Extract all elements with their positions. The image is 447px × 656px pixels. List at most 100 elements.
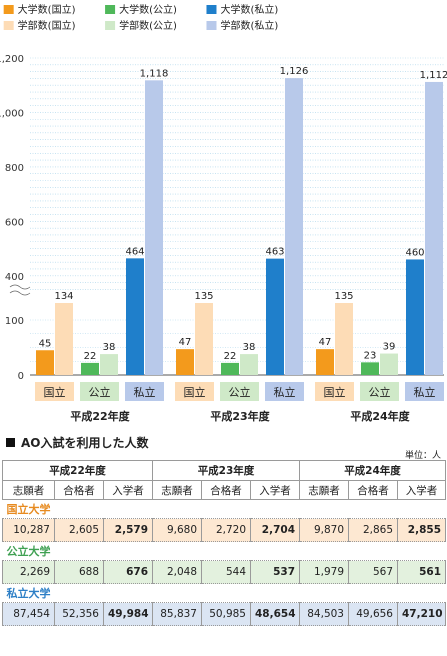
data-label: 22 — [84, 351, 97, 362]
group-label-box — [265, 382, 304, 401]
legend-label: 大学数(国立) — [18, 3, 76, 16]
group-label-box — [125, 382, 164, 401]
table-row: 87,454 52,356 49,984 85,837 50,985 48,654 84,5… — [2, 602, 446, 626]
legend-swatch — [105, 21, 116, 30]
category-row: 私立大学 — [3, 584, 446, 603]
bar — [285, 78, 303, 376]
data-label: 463 — [265, 247, 284, 258]
table-cell: 676 — [103, 560, 153, 584]
axis-break-mark — [9, 284, 31, 290]
bar — [335, 303, 353, 375]
legend-swatch — [3, 21, 14, 30]
table-cell: 52,356 — [54, 602, 104, 626]
y-tick-label: 800 — [5, 163, 24, 174]
table-cell: 87,454 — [2, 602, 55, 626]
table-cell: 47,210 — [397, 602, 446, 626]
group-label: 国立 — [44, 385, 66, 399]
data-label: 38 — [103, 342, 116, 353]
data-label: 38 — [243, 342, 256, 353]
square-bullet-icon — [6, 438, 15, 447]
column-header: 入学者 — [250, 480, 300, 500]
category-row: 公立大学 — [3, 542, 446, 561]
data-label: 1,126 — [280, 66, 309, 77]
axis-break-mark — [9, 290, 31, 296]
table-cell: 544 — [201, 560, 251, 584]
section-title: AO入試を利用した人数 — [6, 434, 149, 451]
table-row: 2,269 688 676 2,048 544 537 1,979 567 561 — [2, 560, 446, 584]
table-cell: 537 — [250, 560, 300, 584]
data-label: 134 — [54, 291, 73, 302]
bar — [361, 362, 379, 375]
bar — [100, 354, 118, 375]
data-label: 22 — [224, 351, 237, 362]
legend-label: 学部数(公立) — [119, 19, 177, 32]
column-header: 志願者 — [2, 480, 55, 500]
group-label: 公立 — [369, 385, 391, 399]
bar — [221, 362, 239, 375]
data-label: 1,112 — [420, 70, 447, 81]
table-cell: 2,720 — [201, 518, 251, 542]
data-label: 39 — [383, 342, 396, 353]
year-header: 平成24年度 — [299, 460, 446, 481]
bar-chart: 0 100 400 600 800 1,000 1,200 大学数(国立) 学部数(国立) 大学数… — [0, 3, 447, 423]
table-cell: 10,287 — [2, 518, 55, 542]
data-label: 47 — [319, 337, 332, 348]
year-label: 平成24年度 — [350, 409, 410, 423]
year-header: 平成23年度 — [152, 460, 300, 481]
table-cell: 49,656 — [348, 602, 398, 626]
data-label: 135 — [334, 291, 353, 302]
group-label: 国立 — [184, 385, 206, 399]
year-label: 平成23年度 — [210, 409, 270, 423]
ao-table: 平成22年度 平成23年度 平成24年度 志願者 合格者 入学者 志願者 合格者… — [2, 460, 446, 626]
year-header-row: 平成22年度 平成23年度 平成24年度 — [2, 460, 446, 481]
legend-swatch — [206, 21, 217, 30]
bar — [55, 303, 73, 375]
group-label: 私立 — [134, 385, 156, 399]
y-tick-label: 600 — [5, 217, 24, 228]
category-label: 国立大学 — [6, 503, 51, 516]
table-cell: 85,837 — [152, 602, 202, 626]
bar — [176, 349, 194, 375]
column-header: 合格者 — [54, 480, 104, 500]
table-cell: 2,865 — [348, 518, 398, 542]
bar — [195, 303, 213, 375]
column-header: 合格者 — [201, 480, 251, 500]
data-label: 464 — [125, 246, 144, 257]
category-label: 公立大学 — [6, 545, 51, 558]
group-label: 私立 — [414, 385, 436, 399]
group-label-box — [315, 382, 354, 401]
bar — [81, 362, 99, 375]
table-cell: 48,654 — [250, 602, 300, 626]
table-cell: 2,579 — [103, 518, 153, 542]
y-tick-label: 1,000 — [0, 108, 24, 119]
group-label-box — [175, 382, 214, 401]
table-cell: 1,979 — [299, 560, 349, 584]
year-header: 平成22年度 — [2, 460, 153, 481]
legend-swatch — [105, 5, 116, 14]
legend-label: 大学数(私立) — [220, 3, 278, 16]
table-cell: 9,870 — [299, 518, 349, 542]
bar — [266, 258, 284, 375]
data-label: 135 — [194, 291, 213, 302]
legend-label: 学部数(私立) — [220, 19, 278, 32]
group-label: 公立 — [229, 385, 251, 399]
column-header: 志願者 — [299, 480, 349, 500]
group-label-box — [220, 382, 259, 401]
bar — [126, 258, 144, 375]
table-row: 10,287 2,605 2,579 9,680 2,720 2,704 9,870 2,86… — [2, 518, 446, 542]
table-cell: 688 — [54, 560, 104, 584]
bar — [380, 353, 398, 375]
table-cell: 50,985 — [201, 602, 251, 626]
group-label: 私立 — [274, 385, 296, 399]
table-cell: 2,605 — [54, 518, 104, 542]
bar — [316, 349, 334, 375]
bar — [406, 259, 424, 375]
legend-swatch — [206, 5, 217, 14]
column-header: 合格者 — [348, 480, 398, 500]
y-tick-label: 1,200 — [0, 54, 24, 65]
bar — [240, 354, 258, 375]
category-row: 国立大学 — [3, 500, 446, 519]
data-label: 45 — [39, 338, 52, 349]
unit-label: 単位：人 — [404, 451, 441, 461]
bar — [36, 350, 54, 375]
